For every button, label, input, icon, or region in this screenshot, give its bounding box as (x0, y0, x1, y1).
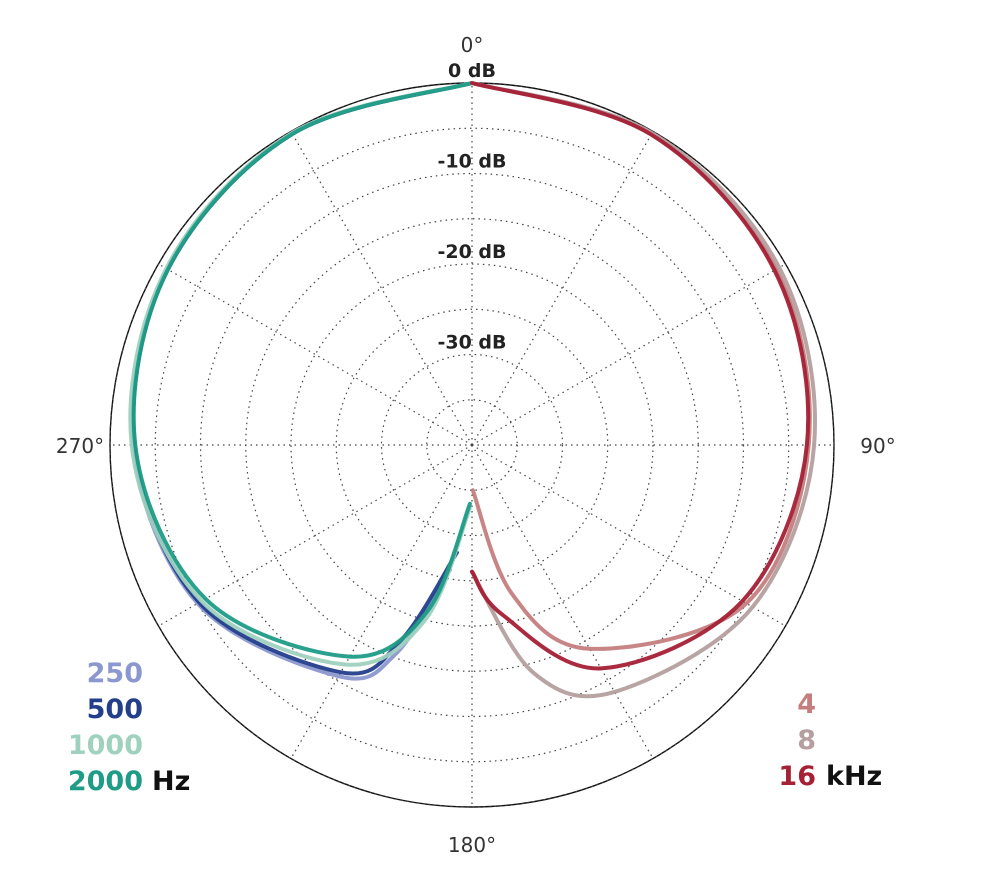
grid-spoke-60 (471, 263, 786, 446)
ring-label-3: -30 dB (437, 332, 506, 354)
grid-spoke-330 (290, 131, 473, 446)
angle-label-180: 180° (448, 833, 496, 857)
series-line-500 (131, 81, 474, 676)
legend-entry-500: 500 (87, 694, 143, 725)
grid-spoke-300 (158, 263, 473, 446)
legend-entry-250: 250 (87, 658, 143, 689)
series-line-1000 (128, 81, 474, 667)
series-line-16 (470, 81, 811, 671)
angle-label-0: 0° (461, 33, 484, 57)
series-line-4 (470, 81, 812, 651)
grid-ring-6 (380, 353, 564, 537)
angle-label-270: 270° (56, 434, 104, 458)
grid-spoke-210 (290, 444, 473, 759)
grid-spoke-150 (471, 444, 654, 759)
angle-label-90: 90° (860, 434, 895, 458)
legend-entry-2000: 2000 (68, 766, 143, 797)
grid-ring-5 (335, 308, 609, 582)
grid-ring-4 (290, 263, 654, 627)
series-line-8 (470, 81, 817, 699)
grid-ring-1 (154, 127, 790, 763)
axis-labels: 0° 90° 180° 270° 0 dB -10 dB -20 dB -30 dB (56, 33, 896, 857)
legend-entry-4: 4 (797, 689, 816, 720)
legend-entry-16: 16 (778, 761, 816, 792)
legend-entry-1000: 1000 (68, 730, 143, 761)
series-group (128, 81, 817, 699)
legend-entry-8: 8 (797, 725, 816, 756)
series-line-2000 (131, 81, 474, 659)
legend-unit-hz: Hz (152, 766, 190, 797)
ring-label-1: -10 dB (437, 151, 506, 173)
grid-ring-2 (199, 172, 745, 718)
legend-unit-khz: kHz (826, 761, 882, 792)
legends: 250 500 1000 2000 Hz 4 8 16 kHz (68, 658, 882, 797)
ring-label-0: 0 dB (448, 60, 496, 82)
ring-label-2: -20 dB (437, 241, 506, 263)
